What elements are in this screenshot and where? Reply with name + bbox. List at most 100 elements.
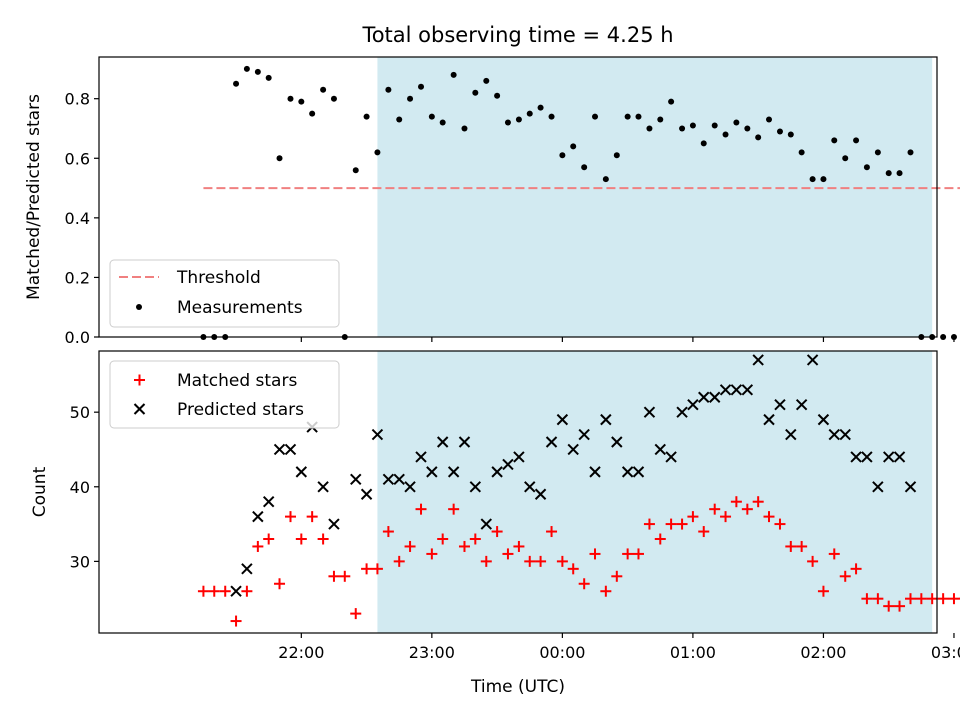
measurement-point: [646, 125, 653, 132]
predicted-stars-point: [861, 451, 873, 463]
measurement-point: [853, 137, 860, 144]
measurement-point: [287, 95, 294, 102]
measurement-point: [896, 170, 903, 177]
predicted-stars-point-b: [393, 473, 405, 486]
x-axis-label: Time (UTC): [470, 677, 565, 697]
predicted-stars-point: [230, 585, 242, 597]
matched-stars-point: [458, 540, 470, 552]
y-tick-label: 0.0: [65, 328, 90, 347]
predicted-stars-point: [426, 466, 438, 478]
predicted-stars-point-b: [589, 466, 601, 478]
matched-stars-point: [926, 593, 938, 605]
matched-stars-point: [382, 526, 394, 538]
measurement-point: [874, 149, 881, 156]
measurement-point: [472, 89, 479, 96]
predicted-stars-point-b: [839, 428, 851, 441]
predicted-stars-point: [850, 451, 862, 463]
predicted-stars-point-b: [404, 481, 416, 493]
matched-stars-point: [371, 563, 383, 575]
predicted-stars-point-b: [654, 443, 666, 456]
predicted-stars-point-b: [230, 585, 242, 597]
measurement-point: [330, 95, 337, 102]
x-tick-label: 23:00: [409, 643, 455, 662]
predicted-stars-point: [578, 428, 590, 441]
predicted-stars-point-b: [817, 413, 830, 426]
measurement-point: [559, 152, 566, 159]
measurement-point: [863, 164, 870, 171]
matched-stars-point: [480, 555, 492, 567]
matched-stars-point: [567, 563, 579, 575]
predicted-stars-point-b: [600, 413, 612, 426]
measurement-point: [494, 92, 501, 99]
matched-stars-point: [894, 600, 906, 612]
predicted-stars-point-b: [480, 518, 492, 530]
matched-stars-point: [687, 511, 699, 523]
predicted-stars-point-b: [295, 466, 308, 478]
legend: Matched stars Predicted stars: [109, 360, 340, 429]
matched-stars-point: [317, 533, 329, 545]
measurement-point: [450, 71, 457, 78]
predicted-stars-point-b: [643, 406, 656, 418]
predicted-stars-point-b: [904, 481, 917, 493]
predicted-stars-point: [252, 510, 264, 523]
predicted-stars-point: [872, 481, 884, 493]
predicted-stars-point-b: [861, 451, 873, 463]
predicted-stars-point: [785, 428, 797, 441]
matched-stars-point: [643, 518, 655, 530]
predicted-stars-point: [513, 451, 525, 463]
measurement-point: [254, 68, 261, 75]
predicted-stars-point: [273, 443, 286, 456]
measurement-point: [711, 122, 718, 129]
measurement-point: [233, 80, 240, 87]
matched-stars-point: [502, 548, 514, 560]
predicted-stars-point: [806, 354, 819, 366]
matched-stars-point: [883, 600, 895, 612]
measurement-point: [842, 155, 849, 162]
predicted-stars-point: [524, 481, 536, 493]
matched-stars-point: [448, 503, 460, 515]
predicted-stars-point: [556, 413, 569, 426]
measurement-point: [385, 86, 392, 93]
predicted-stars-point: [795, 399, 808, 411]
matched-stars-point: [295, 533, 307, 545]
predicted-stars-point: [719, 384, 732, 396]
predicted-stars-point: [382, 473, 395, 486]
predicted-stars-point-b: [872, 481, 884, 493]
predicted-stars-point: [882, 451, 895, 463]
matched-stars-point: [839, 570, 851, 582]
matched-stars-point: [415, 503, 427, 515]
predicted-stars-point: [415, 451, 427, 463]
predicted-stars-point: [774, 399, 786, 411]
matched-stars-point: [350, 608, 362, 620]
legend-measurements-label: Measurements: [177, 298, 303, 318]
measurement-point: [352, 167, 359, 174]
predicted-stars-point: [893, 451, 906, 463]
measurement-point: [592, 113, 599, 120]
predicted-stars-point-b: [371, 428, 384, 441]
measurement-point: [798, 149, 805, 156]
predicted-stars-point-b: [317, 481, 329, 493]
measurement-point: [363, 113, 370, 120]
predicted-stars-point: [458, 436, 471, 448]
matched-stars-point: [284, 511, 296, 523]
predicted-stars-point-b: [382, 473, 395, 486]
matched-stars-point: [328, 570, 340, 582]
predicted-stars-point-b: [426, 466, 438, 478]
matched-stars-point: [513, 540, 525, 552]
predicted-stars-point: [676, 406, 688, 418]
predicted-stars-point-b: [545, 436, 558, 448]
measurement-point: [602, 176, 609, 183]
matched-stars-point: [600, 585, 612, 597]
predicted-stars-point-b: [262, 495, 275, 508]
predicted-stars-point-b: [567, 443, 579, 456]
y-tick-label: 30: [70, 552, 90, 571]
predicted-stars-point: [621, 466, 634, 478]
y-tick-label: 40: [70, 478, 90, 497]
x-tick-label: 00:00: [539, 643, 585, 662]
matched-stars-point: [665, 518, 677, 530]
measurement-point: [733, 119, 740, 126]
predicted-stars-point-b: [795, 399, 808, 411]
predicted-stars-point: [295, 466, 308, 478]
predicted-stars-point-b: [719, 384, 732, 396]
